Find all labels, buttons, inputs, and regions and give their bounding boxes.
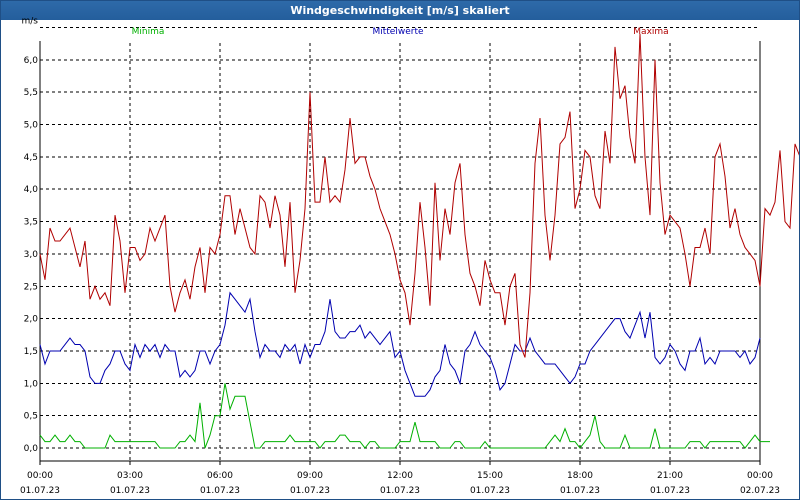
- y-tick-label: 2,0: [24, 315, 39, 325]
- x-tick-label-time: 15:00: [477, 471, 503, 481]
- x-tick-label-date: 01.07.23: [290, 486, 330, 496]
- y-tick-label: 3,0: [24, 250, 39, 260]
- chart-title: Windgeschwindigkeit [m/s] skaliert: [290, 4, 510, 17]
- y-tick-label: 4,0: [24, 185, 39, 195]
- y-tick-label: 5,5: [24, 88, 38, 98]
- y-tick-label: 1,0: [24, 379, 39, 389]
- x-tick-label-date: 01.07.23: [650, 486, 690, 496]
- y-axis-label: m/s: [22, 16, 39, 26]
- x-tick-label-date: 01.07.23: [20, 486, 60, 496]
- y-tick-label: 0,0: [24, 444, 39, 454]
- series-line-maxima: [39, 33, 799, 358]
- series-line-mittelwerte: [39, 291, 761, 397]
- x-tick-label-time: 00:00: [747, 471, 773, 481]
- x-tick-label-time: 00:00: [27, 471, 53, 481]
- legend-mittelwerte: Mittelwerte: [372, 27, 423, 37]
- x-tick-label-date: 01.07.23: [200, 486, 240, 496]
- x-tick-label-time: 09:00: [297, 471, 323, 481]
- x-tick-label-date: 01.07.23: [560, 486, 600, 496]
- y-tick-label: 3,5: [24, 218, 38, 228]
- legend-maxima: Maxima: [633, 27, 668, 37]
- x-tick-label-time: 18:00: [567, 471, 593, 481]
- y-tick-label: 1,5: [24, 347, 38, 357]
- title-bar: Windgeschwindigkeit [m/s] skaliert: [1, 1, 799, 20]
- legend-minima: Minima: [132, 27, 165, 37]
- x-tick-label-time: 21:00: [657, 471, 683, 481]
- series-line-minima: [39, 383, 770, 449]
- y-tick-label: 6,0: [24, 56, 39, 66]
- x-tick-label-time: 12:00: [387, 471, 413, 481]
- y-tick-label: 5,0: [24, 121, 39, 131]
- x-tick-label-date: 01.07.23: [380, 486, 420, 496]
- x-tick-label-date: 01.07.23: [470, 486, 510, 496]
- x-tick-label-time: 06:00: [207, 471, 233, 481]
- x-tick-label-date: 01.07.23: [110, 486, 150, 496]
- x-tick-label-date: 02.07.23: [740, 486, 780, 496]
- y-tick-label: 0,5: [24, 412, 38, 422]
- y-tick-label: 4,5: [24, 153, 38, 163]
- y-tick-label: 2,5: [24, 282, 38, 292]
- x-tick-label-time: 03:00: [117, 471, 143, 481]
